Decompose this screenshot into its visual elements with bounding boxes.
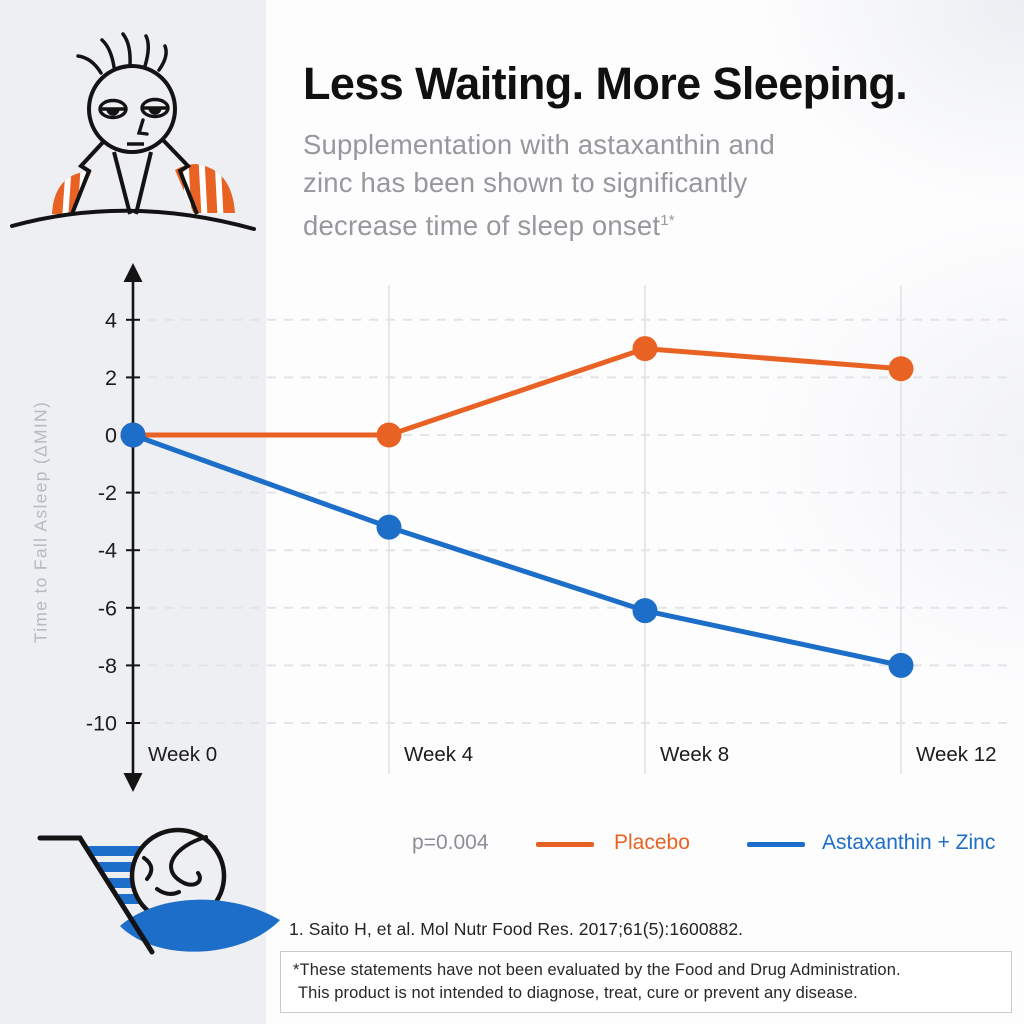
disclaimer-line: This product is not intended to diagnose…	[298, 983, 858, 1002]
subtitle-line: decrease time of sleep onset1*	[303, 210, 675, 242]
astaxanthin-zinc-line	[130, 432, 904, 668]
arms	[70, 138, 199, 215]
placebo-point-week-12	[888, 356, 914, 382]
hair	[76, 32, 168, 75]
sleepy-eyes	[98, 97, 170, 120]
footnote-marker: 1*	[660, 212, 675, 229]
head	[87, 64, 177, 154]
y-tick-label: -2	[98, 481, 117, 505]
y-tick-label: 4	[105, 308, 117, 332]
nose	[136, 118, 149, 136]
y-axis-arrow-down	[123, 773, 143, 792]
x-tick-label: Week 8	[660, 743, 729, 766]
y-axis-arrow-up	[123, 263, 143, 282]
astaxanthin-zinc-point-week-0	[120, 422, 146, 448]
astaxanthin-zinc-point-week-8	[632, 598, 658, 624]
subtitle-line: zinc has been shown to significantly	[303, 167, 748, 198]
y-axis-label: Time to Fall Asleep (ΔMIN)	[30, 400, 51, 644]
citation: 1. Saito H, et al. Mol Nutr Food Res. 20…	[289, 919, 744, 939]
sleeping-person-illustration	[37, 827, 280, 955]
astaxanthin-zinc-point-week-12	[888, 652, 914, 678]
page-title: Less Waiting. More Sleeping.	[303, 58, 908, 109]
awake-person-illustration	[10, 32, 256, 231]
placebo-line	[130, 346, 904, 438]
disclaimer-line: *These statements have not been evaluate…	[293, 961, 901, 979]
x-tick-label: Week 4	[404, 743, 473, 766]
y-tick-label: -4	[98, 539, 117, 563]
subtitle-line: Supplementation with astaxanthin and	[303, 129, 775, 160]
fda-disclaimer-box: *These statements have not been evaluate…	[280, 951, 1012, 1013]
x-tick-label: Week 0	[148, 743, 217, 766]
placebo-point-week-8	[632, 336, 658, 362]
y-tick-label: -6	[98, 596, 117, 620]
pillow	[120, 899, 280, 952]
subtitle: Supplementation with astaxanthin and zin…	[303, 126, 1023, 245]
placebo-point-week-4	[376, 422, 402, 448]
sleeping-face	[142, 835, 208, 896]
header: Less Waiting. More Sleeping. Supplementa…	[303, 58, 1023, 245]
y-tick-label: -8	[98, 654, 117, 678]
y-tick-label: 2	[105, 366, 117, 390]
y-tick-label: -10	[86, 712, 117, 736]
bed-edge	[10, 208, 256, 231]
body	[72, 140, 194, 214]
astaxanthin-zinc-point-week-4	[376, 514, 402, 540]
y-tick-label: 0	[105, 424, 117, 448]
bed-edge	[37, 835, 155, 955]
x-tick-label: Week 12	[916, 743, 997, 766]
